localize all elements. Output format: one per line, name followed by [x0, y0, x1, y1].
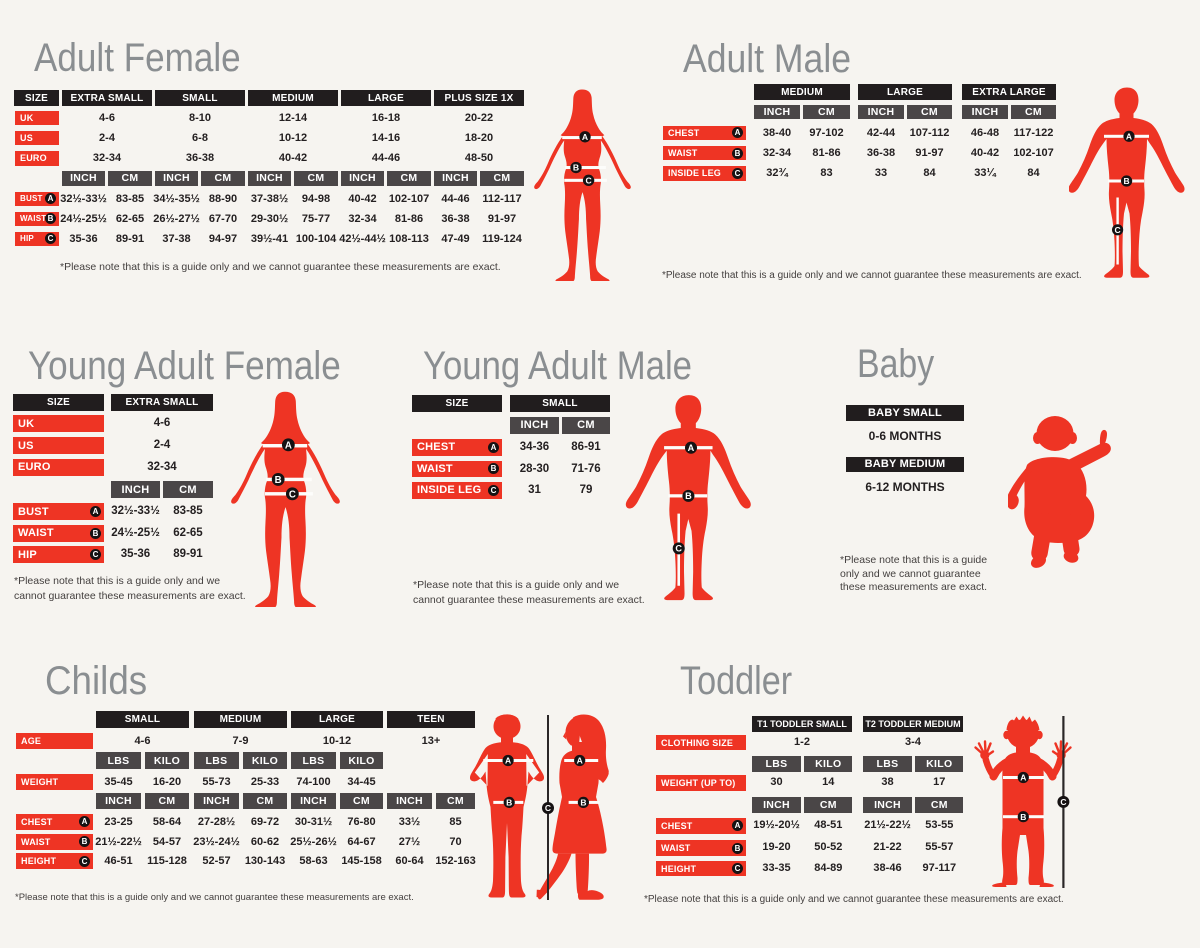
svg-text:A: A [285, 440, 292, 451]
svg-text:B: B [573, 163, 579, 173]
svg-text:B: B [685, 491, 692, 501]
svg-text:A: A [582, 132, 588, 142]
svg-text:A: A [1126, 131, 1132, 141]
svg-text:C: C [545, 803, 551, 813]
svg-text:A: A [1020, 773, 1026, 783]
svg-text:B: B [1020, 812, 1026, 822]
svg-text:B: B [275, 475, 282, 486]
svg-text:B: B [580, 797, 586, 807]
svg-text:A: A [577, 756, 583, 766]
svg-text:A: A [505, 756, 511, 766]
svg-text:C: C [585, 175, 591, 185]
svg-text:C: C [675, 544, 682, 554]
svg-text:C: C [1060, 797, 1066, 807]
svg-text:A: A [688, 443, 695, 453]
svg-text:C: C [1115, 225, 1121, 235]
svg-text:B: B [1124, 176, 1130, 186]
svg-text:C: C [289, 489, 296, 500]
svg-text:B: B [506, 797, 512, 807]
